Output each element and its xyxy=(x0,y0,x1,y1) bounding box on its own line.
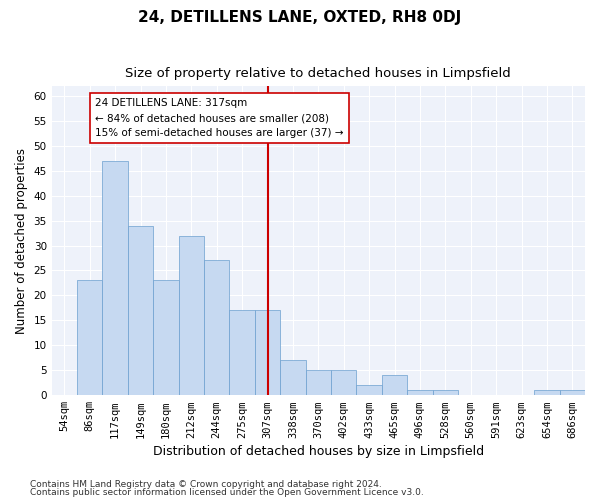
Text: Contains public sector information licensed under the Open Government Licence v3: Contains public sector information licen… xyxy=(30,488,424,497)
Bar xyxy=(407,390,433,395)
Bar xyxy=(433,390,458,395)
Bar xyxy=(103,160,128,395)
Title: Size of property relative to detached houses in Limpsfield: Size of property relative to detached ho… xyxy=(125,68,511,80)
Bar xyxy=(560,390,585,395)
Bar xyxy=(153,280,179,395)
X-axis label: Distribution of detached houses by size in Limpsfield: Distribution of detached houses by size … xyxy=(153,444,484,458)
Bar xyxy=(305,370,331,395)
Bar xyxy=(534,390,560,395)
Bar xyxy=(280,360,305,395)
Text: Contains HM Land Registry data © Crown copyright and database right 2024.: Contains HM Land Registry data © Crown c… xyxy=(30,480,382,489)
Bar xyxy=(179,236,204,395)
Text: 24, DETILLENS LANE, OXTED, RH8 0DJ: 24, DETILLENS LANE, OXTED, RH8 0DJ xyxy=(139,10,461,25)
Bar xyxy=(204,260,229,395)
Bar xyxy=(229,310,255,395)
Bar xyxy=(382,375,407,395)
Bar xyxy=(77,280,103,395)
Text: 24 DETILLENS LANE: 317sqm
← 84% of detached houses are smaller (208)
15% of semi: 24 DETILLENS LANE: 317sqm ← 84% of detac… xyxy=(95,98,343,138)
Bar xyxy=(356,385,382,395)
Bar xyxy=(331,370,356,395)
Bar xyxy=(255,310,280,395)
Bar xyxy=(128,226,153,395)
Y-axis label: Number of detached properties: Number of detached properties xyxy=(15,148,28,334)
